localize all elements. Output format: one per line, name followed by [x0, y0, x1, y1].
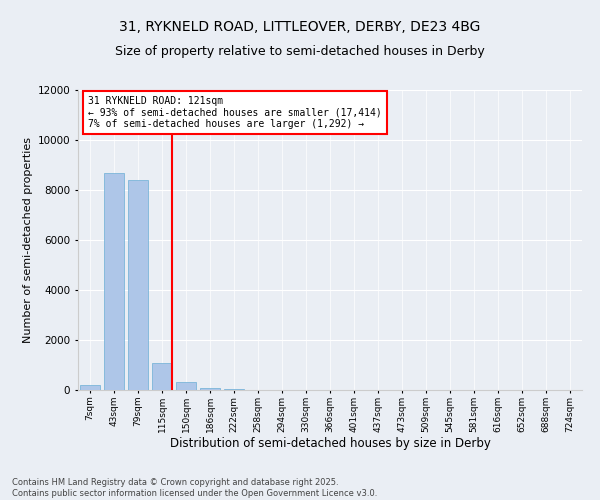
Bar — [200, 388, 220, 390]
Bar — [104, 172, 124, 390]
Text: 31 RYKNELD ROAD: 121sqm
← 93% of semi-detached houses are smaller (17,414)
7% of: 31 RYKNELD ROAD: 121sqm ← 93% of semi-de… — [88, 96, 382, 129]
Text: Contains HM Land Registry data © Crown copyright and database right 2025.
Contai: Contains HM Land Registry data © Crown c… — [12, 478, 377, 498]
Bar — [152, 362, 172, 390]
X-axis label: Distribution of semi-detached houses by size in Derby: Distribution of semi-detached houses by … — [170, 438, 490, 450]
Bar — [80, 385, 100, 390]
Text: 31, RYKNELD ROAD, LITTLEOVER, DERBY, DE23 4BG: 31, RYKNELD ROAD, LITTLEOVER, DERBY, DE2… — [119, 20, 481, 34]
Bar — [224, 389, 244, 390]
Text: Size of property relative to semi-detached houses in Derby: Size of property relative to semi-detach… — [115, 45, 485, 58]
Y-axis label: Number of semi-detached properties: Number of semi-detached properties — [23, 137, 34, 343]
Bar — [176, 382, 196, 390]
Bar — [128, 180, 148, 390]
